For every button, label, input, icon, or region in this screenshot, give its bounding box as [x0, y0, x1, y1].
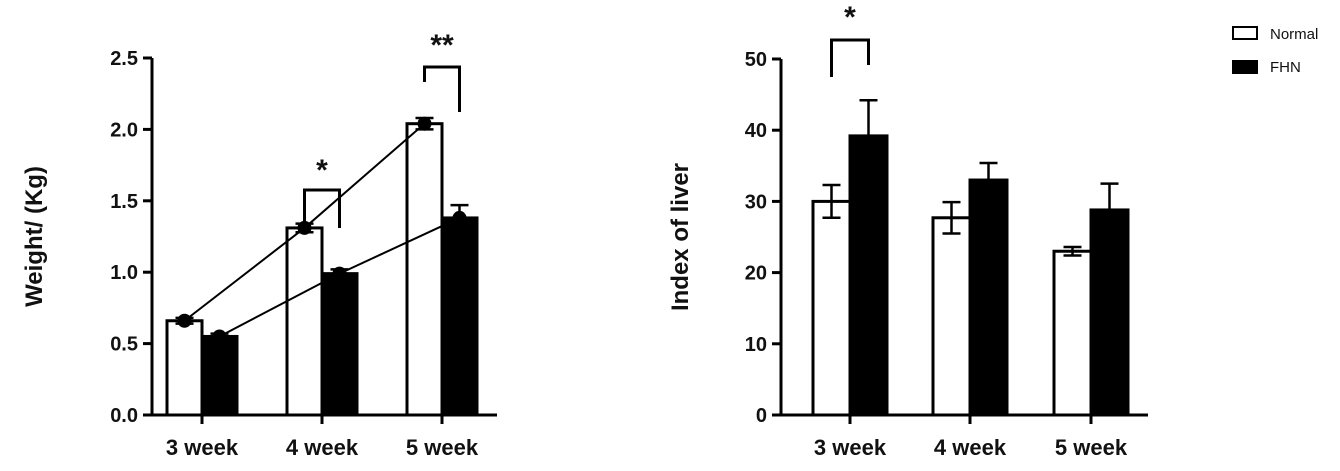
- legend-swatch-fhn: [1232, 60, 1258, 74]
- x-category-label: 5 week: [406, 435, 479, 460]
- legend-swatch-normal: [1232, 26, 1258, 40]
- y-tick-label: 0: [756, 405, 767, 427]
- y-tick-label: 0.0: [110, 405, 138, 427]
- y-tick-label: 20: [745, 263, 767, 285]
- y-tick-label: 2.0: [110, 119, 138, 141]
- chart-2: 0 10 20 30 40 50 Index of liver 3 week 4 week 5 w…: [667, 1, 1148, 460]
- bar-fhn: [320, 272, 359, 417]
- bar-normal: [285, 226, 324, 417]
- significance-label: *: [316, 154, 328, 187]
- bar-fhn: [1089, 208, 1130, 417]
- legend-label-normal: Normal: [1270, 26, 1318, 43]
- trend-point: [177, 313, 192, 328]
- significance-bracket: [423, 65, 461, 112]
- bar-normal: [165, 319, 204, 417]
- y-axis-title: Index of liver: [667, 163, 694, 311]
- x-category-label: 4 week: [286, 435, 359, 460]
- bar-fhn: [200, 334, 239, 417]
- y-tick-label: 10: [745, 334, 767, 356]
- bar-fhn: [968, 178, 1009, 417]
- y-tick-label: 50: [745, 49, 767, 71]
- x-category-label: 3 week: [814, 435, 887, 460]
- y-tick-label: 40: [745, 120, 767, 142]
- y-tick-label: 1.0: [110, 262, 138, 284]
- chart-1: 0.0 0.5 1.0 1.5 2.0 2.5 Weight/ (Kg) 3 week 4 we…: [21, 29, 497, 460]
- bar-normal: [811, 199, 852, 417]
- significance-label: **: [430, 29, 454, 62]
- bar-normal: [931, 216, 972, 417]
- bar-fhn: [848, 134, 889, 417]
- legend: Normal FHN: [1232, 26, 1318, 76]
- y-tick-label: 0.5: [110, 334, 138, 356]
- x-category-label: 3 week: [166, 435, 239, 460]
- significance-bracket: [303, 188, 341, 228]
- bar-normal: [1052, 249, 1093, 417]
- trend-point: [332, 266, 347, 281]
- significance-bracket: [830, 38, 870, 77]
- trend-point: [417, 116, 432, 131]
- y-axis-title: Weight/ (Kg): [21, 166, 48, 307]
- y-tick-label: 1.5: [110, 191, 138, 213]
- significance-label: *: [844, 1, 856, 34]
- x-category-label: 4 week: [934, 435, 1007, 460]
- trend-point: [212, 329, 227, 344]
- trend-point: [452, 210, 467, 225]
- legend-label-fhn: FHN: [1270, 59, 1301, 76]
- y-tick-label: 2.5: [110, 48, 138, 70]
- x-category-label: 5 week: [1055, 435, 1128, 460]
- bar-normal: [405, 122, 444, 417]
- bar-fhn: [440, 216, 479, 417]
- y-tick-label: 30: [745, 191, 767, 213]
